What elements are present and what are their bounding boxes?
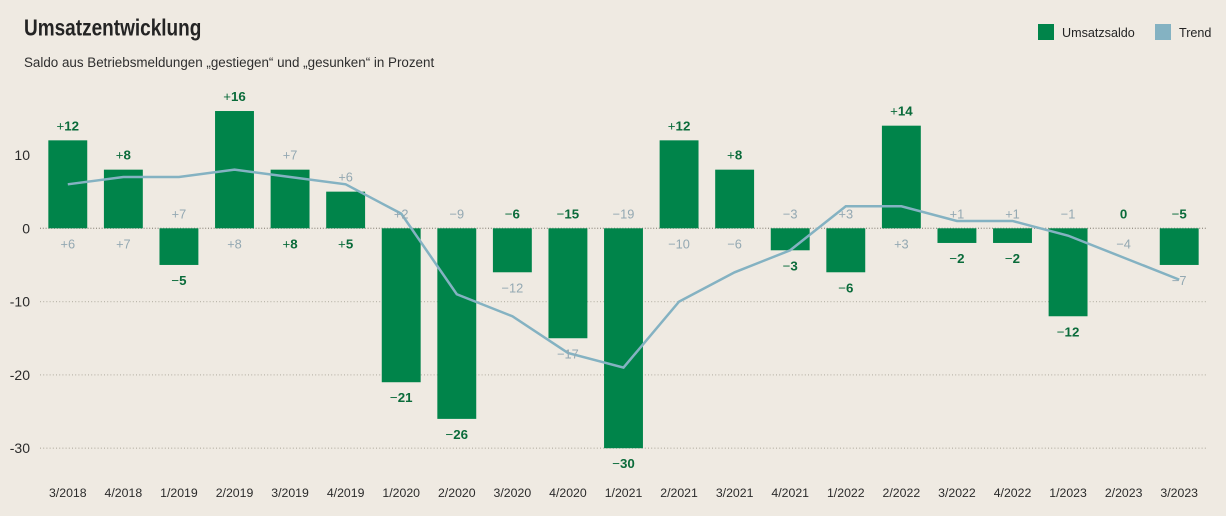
svg-text:+3: +3 (838, 206, 853, 221)
svg-text:+16: +16 (223, 89, 246, 104)
svg-text:+5: +5 (338, 236, 354, 251)
svg-text:+7: +7 (283, 148, 298, 163)
svg-text:1/2020: 1/2020 (382, 486, 420, 500)
svg-text:−12: −12 (502, 280, 524, 295)
svg-text:2/2020: 2/2020 (438, 486, 476, 500)
svg-text:−7: −7 (1172, 273, 1187, 288)
svg-text:4/2022: 4/2022 (994, 486, 1032, 500)
svg-text:2/2022: 2/2022 (883, 486, 921, 500)
svg-text:+7: +7 (116, 236, 131, 251)
svg-text:−6: −6 (505, 206, 520, 221)
svg-text:4/2019: 4/2019 (327, 486, 365, 500)
svg-text:2/2023: 2/2023 (1105, 486, 1143, 500)
svg-text:+7: +7 (172, 206, 187, 221)
svg-text:+6: +6 (60, 236, 75, 251)
svg-text:2/2021: 2/2021 (660, 486, 698, 500)
svg-text:+6: +6 (338, 170, 353, 185)
svg-text:0: 0 (22, 220, 30, 236)
svg-text:+12: +12 (57, 118, 80, 133)
svg-text:10: 10 (14, 147, 30, 163)
svg-text:3/2019: 3/2019 (271, 486, 309, 500)
svg-text:+12: +12 (668, 118, 691, 133)
svg-text:-20: -20 (10, 367, 30, 383)
svg-text:+8: +8 (116, 148, 131, 163)
svg-text:+8: +8 (282, 236, 297, 251)
svg-text:−6: −6 (838, 280, 853, 295)
svg-text:+2: +2 (394, 206, 409, 221)
svg-text:1/2021: 1/2021 (605, 486, 643, 500)
svg-text:1/2019: 1/2019 (160, 486, 198, 500)
svg-text:−10: −10 (668, 236, 690, 251)
svg-text:−2: −2 (1005, 251, 1020, 266)
svg-text:−1: −1 (1061, 206, 1076, 221)
svg-text:-30: -30 (10, 440, 30, 456)
svg-text:1/2023: 1/2023 (1049, 486, 1087, 500)
svg-text:−17: −17 (557, 346, 579, 361)
svg-text:−3: −3 (783, 258, 798, 273)
svg-text:−26: −26 (446, 427, 469, 442)
svg-text:+8: +8 (227, 236, 242, 251)
svg-text:−3: −3 (783, 206, 798, 221)
svg-text:3/2023: 3/2023 (1160, 486, 1198, 500)
svg-text:+14: +14 (890, 104, 913, 119)
svg-text:−15: −15 (557, 206, 580, 221)
svg-text:−5: −5 (171, 273, 187, 288)
svg-text:−5: −5 (1172, 206, 1188, 221)
svg-text:3/2022: 3/2022 (938, 486, 976, 500)
svg-text:−21: −21 (390, 390, 413, 405)
svg-text:3/2018: 3/2018 (49, 486, 87, 500)
svg-text:+1: +1 (950, 206, 965, 221)
svg-text:−30: −30 (612, 456, 635, 471)
svg-text:−6: −6 (727, 236, 742, 251)
svg-text:4/2018: 4/2018 (105, 486, 143, 500)
svg-text:2/2019: 2/2019 (216, 486, 254, 500)
svg-text:−2: −2 (949, 251, 964, 266)
svg-text:−12: −12 (1057, 324, 1080, 339)
svg-text:3/2021: 3/2021 (716, 486, 754, 500)
svg-text:−9: −9 (449, 206, 464, 221)
svg-text:4/2020: 4/2020 (549, 486, 587, 500)
svg-text:−19: −19 (613, 206, 635, 221)
svg-text:0: 0 (1120, 206, 1127, 221)
svg-text:−4: −4 (1116, 236, 1131, 251)
svg-text:+1: +1 (1005, 206, 1020, 221)
svg-text:1/2022: 1/2022 (827, 486, 865, 500)
svg-text:3/2020: 3/2020 (494, 486, 532, 500)
svg-text:-10: -10 (10, 294, 30, 310)
svg-text:+3: +3 (894, 236, 909, 251)
svg-text:+8: +8 (727, 148, 742, 163)
svg-text:4/2021: 4/2021 (771, 486, 809, 500)
